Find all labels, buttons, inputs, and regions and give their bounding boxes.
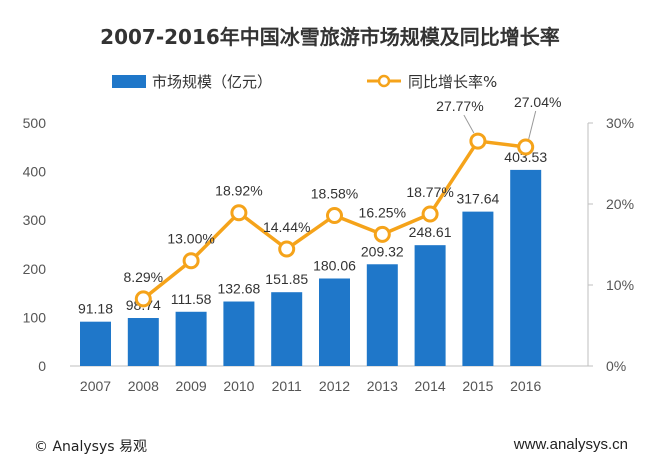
x-tick-label: 2010 [223,378,254,394]
bar [462,211,494,366]
growth-value-label: 18.77% [406,184,453,200]
growth-point [373,225,391,243]
right-tick-label: 30% [606,115,634,131]
growth-point [134,290,152,308]
footer-copyright: © Analysys 易观 [34,439,147,455]
growth-point [421,205,439,223]
left-tick-label: 100 [23,309,47,325]
growth-value-label: 27.04% [514,94,561,110]
x-tick-label: 2014 [415,378,446,394]
x-tick-label: 2007 [80,378,111,394]
growth-point [278,240,296,258]
bar-value-label: 151.85 [265,271,308,287]
growth-value-label: 18.92% [215,183,262,199]
bar [510,169,542,366]
right-axis-ticks: 0% 10% 20% 30% [588,115,634,374]
label-leader-line [463,114,475,134]
legend: 市场规模（亿元） 同比增长率% [112,73,497,91]
growth-value-label: 18.58% [311,186,358,202]
bar-value-label: 317.64 [456,191,499,207]
bar [414,245,446,366]
x-tick-label: 2013 [367,378,398,394]
left-tick-label: 300 [23,212,47,228]
x-axis-ticks: 2007 2008 2009 2010 2011 2012 2013 2014 2015 2016 [80,378,542,394]
legend-bar-swatch [112,75,146,88]
growth-value-label: 8.29% [123,269,163,285]
left-axis-ticks: 0 100 200 300 400 500 [23,115,47,374]
bar-series [80,169,542,366]
growth-point [326,207,343,225]
x-tick-label: 2016 [510,378,541,394]
bar-value-label: 111.58 [171,291,212,307]
bar-value-label: 91.18 [78,301,113,317]
bar [223,301,255,366]
right-tick-label: 0% [606,358,626,374]
bar-value-label: 132.68 [217,281,260,297]
footer-website[interactable]: www.analysys.cn [513,436,628,453]
bar [271,292,303,366]
bar [127,318,159,366]
x-tick-label: 2008 [128,378,159,394]
left-tick-label: 500 [23,115,47,131]
growth-point [230,204,248,222]
bar [80,321,111,366]
bar-value-label: 180.06 [313,257,356,273]
legend-line-label: 同比增长率% [408,73,497,91]
bar-value-label: 209.32 [361,243,404,259]
bar-value-label: 403.53 [504,149,547,165]
bar [175,311,207,366]
x-tick-label: 2012 [319,378,350,394]
right-tick-label: 20% [606,196,634,212]
growth-value-label: 16.25% [359,204,406,220]
right-tick-label: 10% [606,277,634,293]
left-tick-label: 200 [23,261,47,277]
x-tick-label: 2009 [176,378,207,394]
left-tick-label: 400 [23,164,47,180]
growth-value-label: 27.77% [436,98,483,114]
growth-point [469,132,487,150]
growth-point [182,252,200,270]
label-leader-line [528,110,537,140]
left-tick-label: 0 [38,358,46,374]
growth-point [517,138,535,156]
bar-value-label: 248.61 [409,224,452,240]
legend-bar-label: 市场规模（亿元） [152,73,272,91]
chart-title: 2007-2016年中国冰雪旅游市场规模及同比增长率 [100,25,560,49]
bar [319,278,350,366]
x-tick-label: 2011 [272,378,302,394]
growth-value-label: 14.44% [263,219,310,235]
line-series [134,132,535,308]
growth-value-label: 13.00% [167,231,214,247]
x-tick-label: 2015 [462,378,493,394]
line-labels: 8.29% 13.00% 18.92% 14.44% 18.58%16.25%18.77… [123,94,561,285]
legend-line-marker [377,74,391,88]
bar [366,264,398,366]
